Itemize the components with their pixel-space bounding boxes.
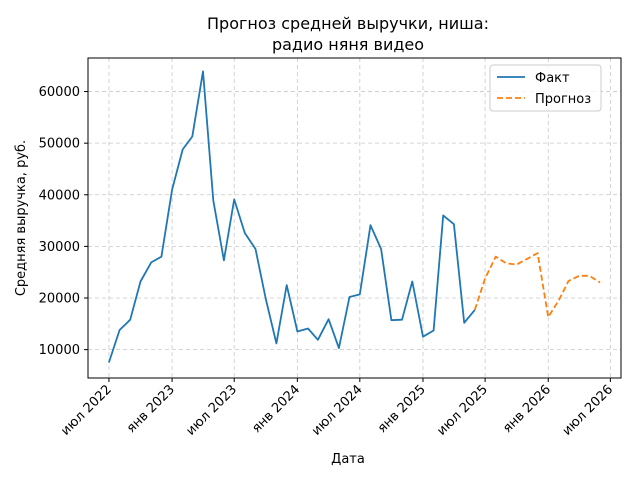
y-axis-ticks: 10000 20000 30000 40000 50000 60000 [39, 85, 88, 358]
y-tick-label: 40000 [39, 188, 80, 203]
y-tick-label: 60000 [39, 85, 80, 100]
x-tick-label: янв 2026 [500, 382, 554, 436]
grid [88, 58, 621, 378]
chart-title-line-2: радио няня видео [272, 35, 424, 54]
y-tick-label: 10000 [39, 343, 80, 358]
plot-frame [87, 57, 622, 379]
legend-label-fact: Факт [535, 71, 570, 86]
legend-label-forecast: Прогноз [535, 92, 591, 107]
x-tick-label: июл 2023 [184, 382, 241, 439]
y-axis-label: Средняя выручка, руб. [14, 140, 29, 296]
legend: Факт Прогноз [489, 64, 602, 112]
x-tick-label: июл 2025 [434, 382, 491, 439]
x-tick-label: июл 2024 [309, 382, 366, 439]
y-tick-label: 20000 [39, 292, 80, 307]
series-line-fact [108, 70, 476, 363]
y-tick-label: 50000 [39, 137, 80, 152]
x-tick-label: янв 2025 [375, 382, 429, 436]
x-tick-label: июл 2022 [58, 382, 115, 439]
series-lines [108, 70, 601, 363]
y-tick-label: 30000 [39, 240, 80, 255]
series-line-forecast [473, 252, 601, 319]
x-tick-label: июл 2026 [560, 382, 617, 439]
x-tick-label: янв 2024 [249, 382, 303, 436]
x-axis-ticks: июл 2022 янв 2023 июл 2023 янв 2024 июл 2024… [58, 378, 616, 439]
x-tick-label: янв 2023 [124, 382, 178, 436]
chart-title-line-1: Прогноз средней выручки, ниша: [207, 14, 489, 33]
x-axis-label: Дата [331, 452, 365, 467]
